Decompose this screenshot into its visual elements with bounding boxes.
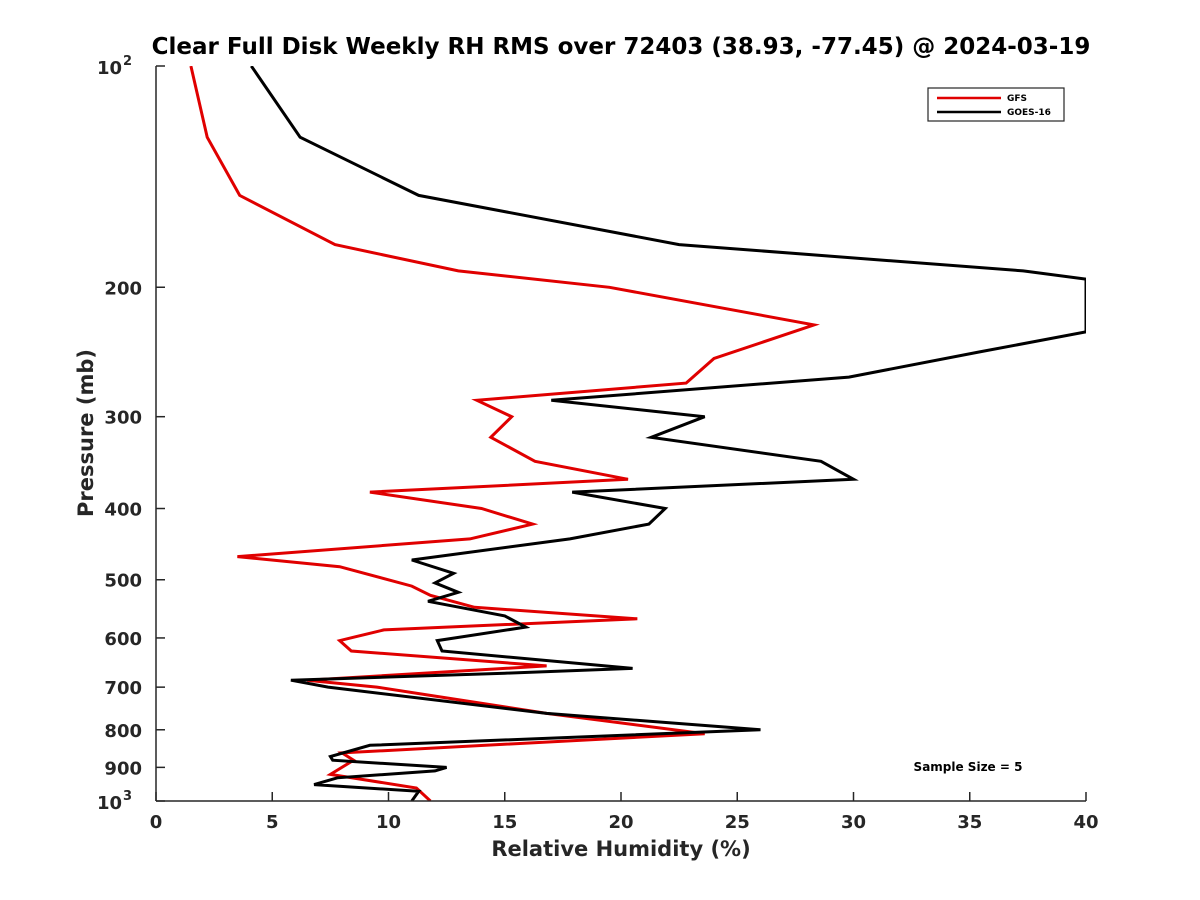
y-tick-label: 600 (104, 629, 142, 650)
chart-title: Clear Full Disk Weekly RH RMS over 72403… (152, 34, 1091, 60)
x-tick-label: 30 (841, 812, 866, 833)
y-tick-label: 900 (104, 758, 142, 779)
y-tick-label: 400 (104, 500, 142, 521)
legend-label-gfs: GFS (1007, 94, 1027, 104)
x-tick-label: 25 (725, 812, 750, 833)
y-tick-label: 800 (104, 721, 142, 742)
y-tick-exponent: 3 (123, 789, 132, 804)
x-tick-label: 10 (376, 812, 401, 833)
legend-label-goes-16: GOES-16 (1007, 108, 1051, 118)
series-line-goes-16 (250, 66, 1086, 801)
x-tick-label: 0 (150, 812, 163, 833)
plot-area (156, 66, 1086, 801)
y-tick-label: 500 (104, 571, 142, 592)
y-tick-exponent: 2 (123, 54, 132, 69)
y-tick-label: 700 (104, 678, 142, 699)
x-tick-label: 15 (492, 812, 517, 833)
y-tick-label: 10 (97, 58, 122, 79)
x-tick-label: 5 (266, 812, 279, 833)
x-axis-label: Relative Humidity (%) (491, 837, 750, 861)
series-layer (189, 66, 1086, 801)
y-tick-label: 10 (97, 793, 122, 814)
legend-box (927, 87, 1065, 122)
x-tick-label: 20 (608, 812, 633, 833)
legend: GFS GOES-16 (927, 87, 1065, 122)
y-tick-label: 200 (104, 278, 142, 299)
x-tick-label: 40 (1073, 812, 1098, 833)
sample-size-annotation: Sample Size = 5 (914, 760, 1023, 774)
y-tick-label: 300 (104, 408, 142, 429)
x-tick-label: 35 (957, 812, 982, 833)
x-tick-group: 0 5 10 15 20 25 30 35 40 (150, 792, 1099, 833)
y-axis-label: Pressure (mb) (74, 349, 98, 517)
